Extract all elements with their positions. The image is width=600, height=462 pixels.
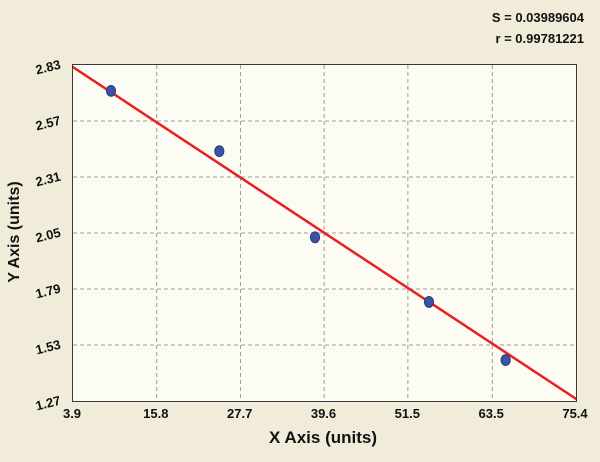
x-tick-label: 15.8 [143,406,169,421]
data-point [105,84,117,97]
data-point [214,145,225,158]
x-axis-title: X Axis (units) [269,428,377,447]
y-axis-ticks: 2.83 2.57 2.31 2.05 1.79 1.53 1.27 [0,57,68,414]
stat-r-value: r = 0.99781221 [495,30,584,46]
x-tick-label: 75.4 [562,406,588,421]
y-tick-label: 2.83 [33,56,62,78]
trend-line [73,65,576,401]
x-tick-label: 27.7 [227,406,253,421]
x-axis-ticks: 3.9 15.8 27.7 39.6 51.5 63.5 75.4 [63,404,588,424]
data-point [500,354,511,366]
x-tick-label: 3.9 [62,406,82,421]
y-tick-label: 2.31 [33,168,62,190]
stat-s-value: S = 0.03989604 [491,10,584,25]
y-tick-label: 1.53 [33,336,62,358]
data-point [423,296,435,308]
y-tick-label: 2.05 [33,224,62,246]
plot-area [72,64,577,402]
y-tick-label: 2.57 [33,112,62,134]
x-tick-label: 63.5 [478,406,504,421]
data-point [309,231,321,244]
y-tick-label: 1.27 [33,392,62,414]
plot-svg [73,65,576,401]
x-tick-label: 51.5 [394,406,420,421]
stats-annotation: S = 0.03989604 r = 0.99781221 [492,8,584,50]
y-tick-label: 1.79 [33,280,62,302]
x-tick-label: 39.6 [310,406,337,421]
